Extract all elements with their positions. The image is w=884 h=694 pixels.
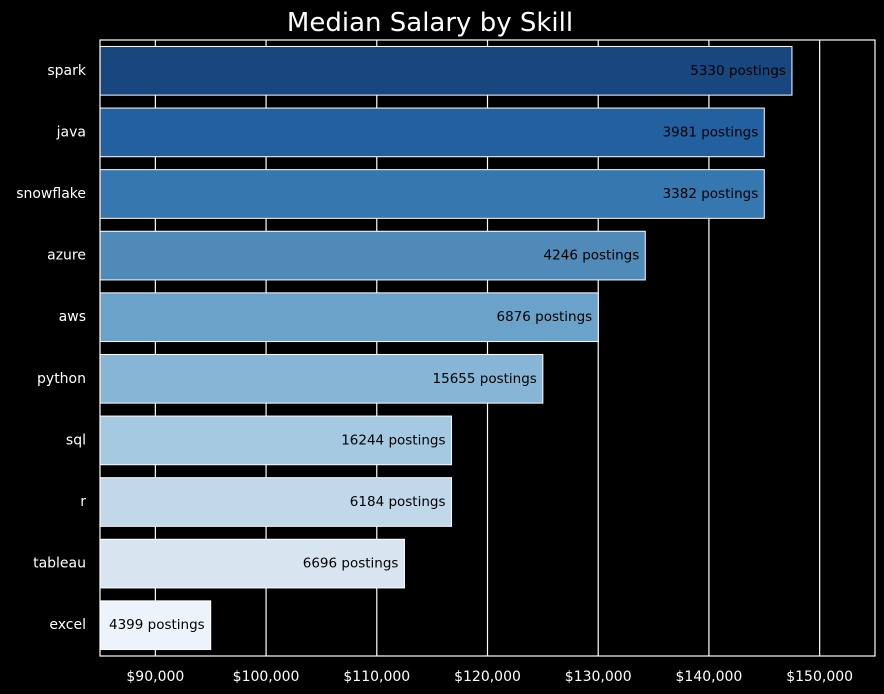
bar-data-label: 6184 postings <box>350 494 446 510</box>
bar-excel <box>99 600 212 651</box>
bar-data-label: 15655 postings <box>433 371 537 387</box>
x-tick-label: $90,000 <box>126 669 184 685</box>
y-tick-label: sql <box>66 432 86 448</box>
x-axis-tick-labels: $90,000 $100,000 $110,000 $120,000 $130,000 $… <box>126 669 853 685</box>
x-tick-label: $130,000 <box>565 669 632 685</box>
chart-title: Median Salary by Skill <box>287 8 573 38</box>
y-tick-label: spark <box>47 63 87 79</box>
plot-frame <box>99 39 876 657</box>
bar-data-label: 4399 postings <box>109 617 205 633</box>
y-tick-label: aws <box>59 309 86 325</box>
y-tick-label: azure <box>47 248 86 264</box>
x-tick-label: $100,000 <box>233 669 300 685</box>
y-tick-label: tableau <box>33 556 86 572</box>
bar-spark <box>99 45 793 96</box>
bar-data-label: 3382 postings <box>663 186 759 202</box>
y-tick-label: r <box>80 494 86 510</box>
bar-data-label: 16244 postings <box>341 432 445 448</box>
y-tick-label: snowflake <box>16 186 86 202</box>
y-axis-tick-labels: spark java snowflake azure aws python sql r tabl… <box>16 63 87 633</box>
y-tick-label: excel <box>49 617 86 633</box>
bar-data-label: 3981 postings <box>663 124 759 140</box>
bars <box>99 45 793 651</box>
y-tick-label: python <box>37 371 86 387</box>
bar-r <box>99 477 453 527</box>
x-tick-label: $120,000 <box>454 669 521 685</box>
bar-python <box>99 353 544 404</box>
bar-snowflake <box>99 169 765 219</box>
bar-data-label: 5330 postings <box>690 63 786 79</box>
bar-data-label: 4246 postings <box>544 248 640 264</box>
bar-data-label: 6696 postings <box>303 556 399 572</box>
x-tick-label: $140,000 <box>676 669 743 685</box>
bar-data-labels: 5330 postings 3981 postings 3382 postings 4… <box>109 63 786 633</box>
bar-data-label: 6876 postings <box>496 309 592 325</box>
bar-java <box>99 107 765 158</box>
bar-sql <box>99 415 453 466</box>
bar-aws <box>99 292 599 343</box>
x-tick-label: $110,000 <box>343 669 410 685</box>
x-tick-label: $150,000 <box>786 669 853 685</box>
y-tick-label: java <box>56 124 86 140</box>
